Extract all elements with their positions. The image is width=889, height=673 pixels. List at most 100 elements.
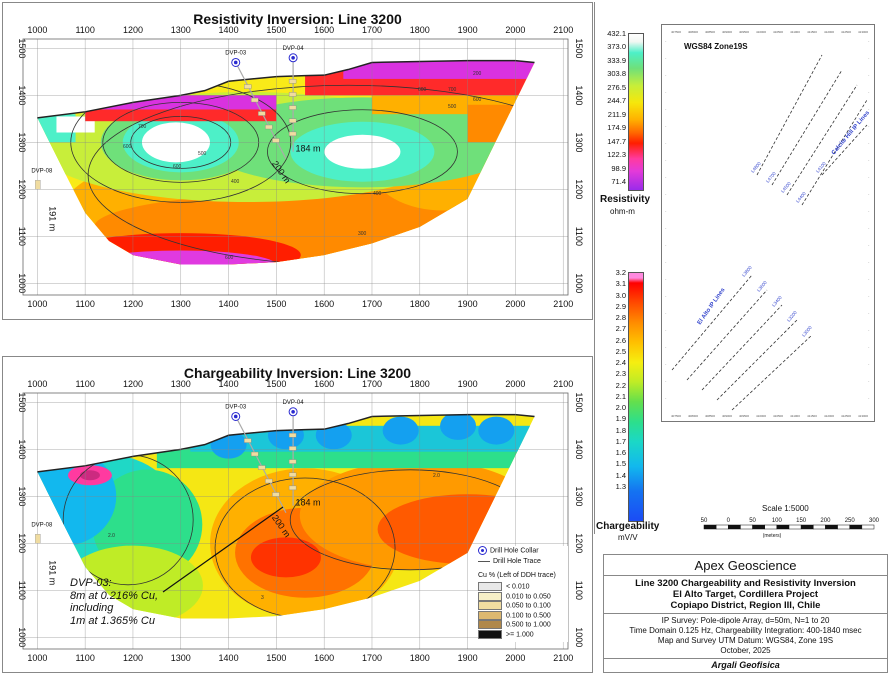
chargeability-panel: Chargeability Inversion: Line 3200 1000 1… <box>2 356 593 673</box>
res-drill-trace <box>235 62 287 160</box>
map-northing-tick: · <box>665 175 667 181</box>
colorbar-tick: 1.8 <box>615 425 626 435</box>
map-line-label: L4800 <box>750 160 762 173</box>
res-xtick-top: 1200 <box>123 25 143 35</box>
map-northing-tick: · <box>868 56 870 62</box>
res-contour-label: 200 <box>473 71 482 77</box>
res-contour-label: 600 <box>473 97 482 103</box>
scale-tick: 300 <box>869 518 880 524</box>
res-assay-block <box>258 111 266 116</box>
res-collar-label: DVP-03 <box>225 50 247 56</box>
map-easting-bottom: 409000 <box>722 414 732 418</box>
res-xtick-top: 1300 <box>171 25 191 35</box>
map-easting-bottom: 407500 <box>671 414 681 418</box>
chg-zone-10 <box>79 470 100 481</box>
res-xtick-top: 1600 <box>314 25 334 35</box>
scale-tick: 150 <box>796 518 807 524</box>
chg-zone-2 <box>250 537 321 578</box>
res-zone-17 <box>343 60 535 79</box>
cu-class-label: 0.500 to 1.000 <box>506 621 551 629</box>
chg-collar-dot <box>291 409 295 414</box>
res-ytick-left: 1300 <box>17 132 27 152</box>
colorbar-tick: 303.8 <box>607 69 626 79</box>
scale-segment <box>825 524 838 530</box>
chg-assay-block <box>288 446 297 451</box>
res-xtick-top: 1400 <box>219 25 239 35</box>
map-northing-tick: · <box>868 175 870 181</box>
res-dvp08-label: DVP-08 <box>31 168 53 174</box>
map-northing-tick: · <box>868 158 870 164</box>
chg-xtick-bottom: 1300 <box>171 653 191 663</box>
chg-xtick-bottom: 1500 <box>266 653 286 663</box>
map-northing-tick: · <box>868 311 870 317</box>
map-zone-label: WGS84 Zone19S <box>684 42 748 51</box>
cu-legend-title: Cu % (Left of DDH trace) <box>478 572 556 579</box>
res-collar-dot <box>233 60 238 65</box>
scale-tick: 50 <box>701 518 708 524</box>
map-northing-tick: · <box>868 209 870 215</box>
scale-bar: Scale 1:5000 50 0 50 100 150 200 250 300 (meters… <box>700 504 880 544</box>
cu-class-row: < 0.010 <box>478 582 530 591</box>
res-ytick-left: 1200 <box>17 179 27 199</box>
map-northing-tick: · <box>868 396 870 402</box>
res-depth-dvp04: 184 m <box>296 144 321 154</box>
res-contour-label: 500 <box>198 151 207 157</box>
map-easting-top: 412000 <box>824 30 834 34</box>
chg-ytick-right: 1300 <box>574 486 584 506</box>
res-assay-block <box>288 131 297 137</box>
scale-segment <box>728 524 741 530</box>
res-contour-label: 400 <box>231 179 240 185</box>
chg-assay-block <box>265 478 273 484</box>
cu-class-swatch <box>478 629 502 639</box>
scale-tick: 0 <box>727 518 731 524</box>
trace-legend: Drill Hole Trace <box>478 558 541 565</box>
chg-depth-dvp04: 184 m <box>296 498 321 508</box>
chg-shallow-low-3 <box>478 416 515 445</box>
res-assay-block <box>251 97 259 103</box>
chargeability-colorbar-unit: mV/V <box>618 533 638 542</box>
res-xtick-bottom: 1200 <box>123 299 143 309</box>
scale-bar-title: Scale 1:5000 <box>762 504 809 513</box>
resistivity-panel: Resistivity Inversion: Line 3200 1000 100… <box>2 2 593 320</box>
chg-dvp08-label: DVP-08 <box>31 522 53 528</box>
map-northing-tick: · <box>868 124 870 130</box>
map-easting-bottom: 409500 <box>739 414 749 418</box>
map-lower-group-label: El Alto IP Lines <box>697 287 727 326</box>
map-easting-top: 411000 <box>790 30 800 34</box>
res-contour-label: 500 <box>448 104 457 110</box>
chg-xtick-top: 2100 <box>553 379 573 389</box>
colorbar-tick: 2.2 <box>615 380 626 390</box>
colorbar-tick: 244.7 <box>607 96 626 106</box>
chg-contour-label: 2.0 <box>433 473 440 479</box>
chg-xtick-top: 1500 <box>266 379 286 389</box>
annotation-line-2: 8m at 0.216% Cu, <box>70 589 159 602</box>
res-xtick-bottom: 1700 <box>362 299 382 309</box>
map-northing-tick: · <box>665 56 667 62</box>
map-northing-tick: · <box>868 192 870 198</box>
res-contour-label: 400 <box>373 191 382 197</box>
chg-xtick-top: 1100 <box>75 379 94 389</box>
chg-ytick-right: 1500 <box>574 392 584 412</box>
res-xtick-top: 2000 <box>505 25 525 35</box>
colorbar-tick: 3.0 <box>615 290 626 300</box>
map-line-label: L4100 <box>815 160 827 173</box>
chg-xtick-bottom: 1900 <box>458 653 478 663</box>
colorbar-tick: 1.6 <box>615 448 626 458</box>
chg-shallow-low-0 <box>315 421 352 450</box>
chg-xtick-bottom: 1400 <box>219 653 239 663</box>
map-northing-tick: · <box>665 141 667 147</box>
survey-line-2: Time Domain 0.125 Hz, Chargeability Inte… <box>629 626 862 635</box>
title-block: Apex Geoscience Line 3200 Chargeability … <box>603 554 888 673</box>
map-easting-top: 409000 <box>722 30 732 34</box>
map-northing-tick: · <box>665 379 667 385</box>
resistivity-colorbar-ticks: 432.1 373.0 333.9 303.8 276.5 244.7 211.9 174.9… <box>596 29 626 189</box>
res-xtick-bottom: 2100 <box>553 299 573 309</box>
scale-segment <box>849 524 863 530</box>
cu-class-swatch <box>478 582 502 591</box>
map-line-label: L3000 <box>801 324 813 337</box>
res-xtick-bottom: 1900 <box>458 299 478 309</box>
chg-xtick-bottom: 1200 <box>123 653 143 663</box>
map-ip-line <box>771 69 843 186</box>
chg-shallow-low-5 <box>267 421 304 450</box>
cu-class-swatch <box>478 620 502 629</box>
